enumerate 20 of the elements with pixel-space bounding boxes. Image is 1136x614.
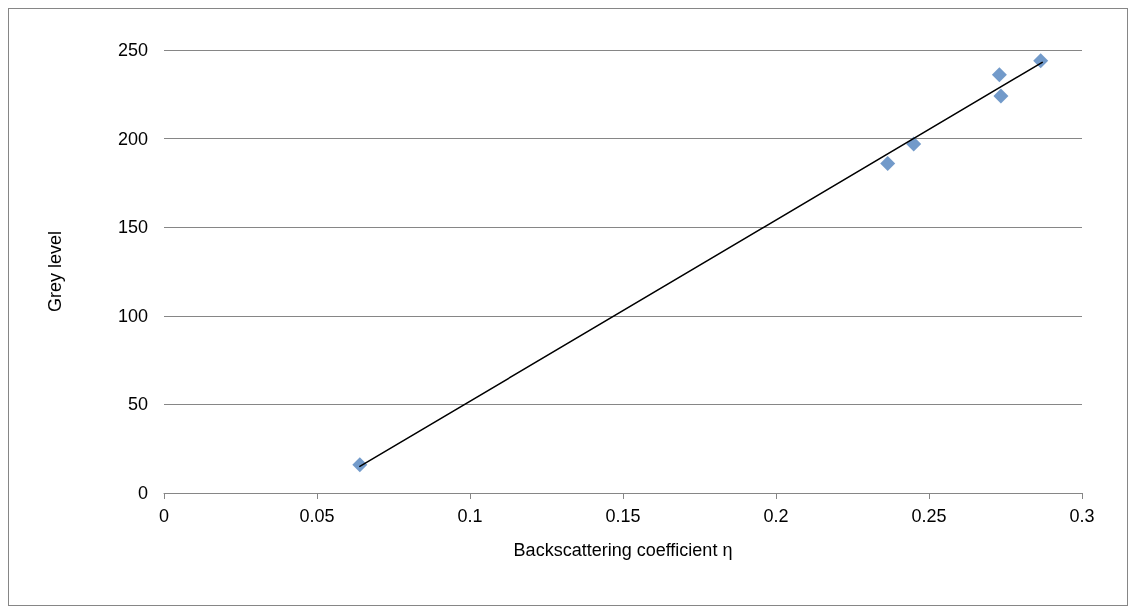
x-axis-title: Backscattering coefficient η (513, 540, 733, 560)
x-tick-label: 0.1 (457, 506, 483, 526)
point (880, 155, 896, 171)
x-tick-label: 0 (158, 506, 170, 526)
y-tick-label: 200 (117, 128, 148, 149)
y-tick-label: 150 (117, 217, 148, 238)
y-tick-label: 100 (117, 305, 148, 326)
x-tick-label: 0.3 (1069, 506, 1095, 526)
point (1033, 53, 1049, 69)
y-axis-title: Grey level (45, 230, 65, 313)
x-tick-label: 0.05 (299, 506, 335, 526)
x-tick-label: 0.2 (763, 506, 789, 526)
y-tick-label: 250 (117, 40, 148, 60)
x-tick-label: 0.25 (911, 506, 947, 526)
point (993, 88, 1009, 104)
y-tick-label: 50 (127, 394, 148, 415)
x-tick-label: 0.15 (605, 506, 641, 526)
point (352, 457, 368, 473)
y-tick-label: 0 (137, 483, 148, 503)
point (991, 67, 1007, 83)
